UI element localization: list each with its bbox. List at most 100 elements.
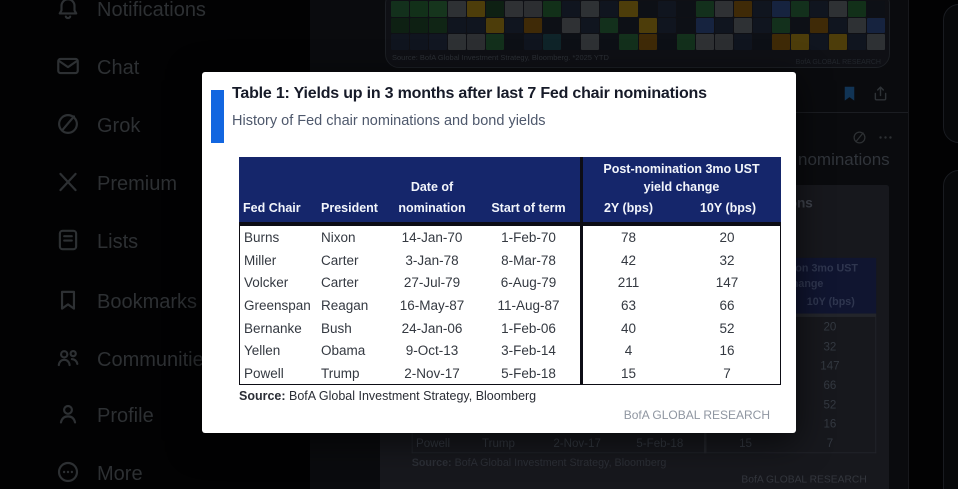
table-cell: 3-Jan-78 <box>405 252 459 268</box>
table-cell: 63 <box>620 297 637 313</box>
x-logo-icon <box>55 169 81 200</box>
bookmark-icon[interactable] <box>840 84 859 103</box>
heatmap-cell <box>695 17 714 34</box>
heatmap-cell <box>790 17 809 34</box>
heatmap-cell <box>676 1 695 17</box>
accent-bar <box>211 90 224 143</box>
reply-header-actions <box>851 129 894 151</box>
table-cell: 15 <box>620 365 637 381</box>
column-header-date-of: Date of <box>410 180 454 194</box>
sidebar-item-bookmarks[interactable]: Bookmarks <box>55 287 197 318</box>
table-cell: 42 <box>620 252 637 268</box>
table-subtitle: History of Fed chair nominations and bon… <box>232 113 546 129</box>
table-cell: 9-Oct-13 <box>405 343 459 359</box>
column-header: 10Y (bps) <box>699 201 757 215</box>
sidebar-item-label: Profile <box>97 405 154 427</box>
heatmap-source-text: Source: BofA Global Investment Strategy,… <box>392 53 609 62</box>
heatmap-cell <box>714 1 733 17</box>
heatmap-cell <box>391 1 410 17</box>
table-cell: Yellen <box>244 343 281 359</box>
heatmap-cell <box>467 1 486 17</box>
source-text: BofA Global Investment Strategy, Bloombe… <box>285 389 537 403</box>
table-row: Yellen Obama 9-Oct-13 3-Feb-14 4 16 <box>240 339 780 362</box>
heatmap-cell <box>467 34 486 50</box>
heatmap-cell <box>676 17 695 34</box>
share-icon[interactable] <box>871 84 890 103</box>
table-cell: 14-Jan-70 <box>401 229 463 245</box>
table-cell: Powell <box>415 436 451 450</box>
right-sidebar-card <box>943 4 958 143</box>
table-row: Burns Nixon 14-Jan-70 1-Feb-70 78 20 <box>240 226 780 249</box>
heatmap-cell <box>638 34 657 50</box>
sidebar-item-label: Notifications <box>97 0 206 21</box>
more-icon <box>55 459 81 489</box>
heatmap-cell <box>524 1 543 17</box>
heatmap-cell <box>771 34 790 50</box>
column-header: 10Y (bps) <box>806 295 855 308</box>
heatmap-cell <box>581 1 600 17</box>
table-cell: 3-Feb-14 <box>501 343 556 359</box>
bookmark-icon <box>55 287 81 318</box>
heatmap-cell <box>752 17 771 34</box>
table-cell: 32 <box>823 339 837 353</box>
heatmap-cell <box>638 1 657 17</box>
sidebar-item-label: Lists <box>97 231 139 253</box>
table-cell: 27-Jul-79 <box>403 275 461 291</box>
heatmap-cell <box>828 1 847 17</box>
heatmap-cell <box>562 34 581 50</box>
heatmap-cell <box>733 34 752 50</box>
heatmap-cell <box>410 34 429 50</box>
table-cell: Trump <box>481 436 515 450</box>
heatmap-cell <box>543 17 562 34</box>
heatmap-cell <box>733 1 752 17</box>
sidebar-item-notifications[interactable]: Notifications <box>55 0 206 26</box>
table-cell: 2-Nov-17 <box>404 365 460 381</box>
sidebar-item-premium[interactable]: Premium <box>55 169 177 200</box>
column-header: President <box>321 201 378 215</box>
table-cell: 78 <box>620 229 637 245</box>
heatmap-tweet-image[interactable]: Source: BofA Global Investment Strategy,… <box>385 0 890 68</box>
grok-icon[interactable] <box>851 129 868 151</box>
communities-icon <box>55 345 81 376</box>
heatmap-cell <box>657 17 676 34</box>
heatmap-cell <box>581 34 600 50</box>
table-row: Miller Carter 3-Jan-78 8-Mar-78 42 32 <box>240 249 780 272</box>
table-cell: 11-Aug-87 <box>497 297 560 313</box>
header-rule <box>239 222 781 226</box>
heatmap-cell <box>505 17 524 34</box>
table-cell: 66 <box>823 378 837 392</box>
table-cell: 6-Aug-79 <box>500 275 557 291</box>
heatmap-cell <box>467 17 486 34</box>
heatmap-cell <box>486 17 505 34</box>
table-cell: Carter <box>321 275 359 291</box>
column-divider <box>908 0 909 489</box>
table-lightbox-image[interactable]: Table 1: Yields up in 3 months after las… <box>202 72 796 433</box>
heatmap-cell <box>657 1 676 17</box>
heatmap-cell <box>619 34 638 50</box>
fed-chair-table: Post-nomination 3mo UST yield change Dat… <box>239 157 781 385</box>
sidebar-item-grok[interactable]: Grok <box>55 111 140 142</box>
heatmap-cell <box>847 34 866 50</box>
more-icon[interactable] <box>877 129 894 151</box>
group-header-line2: yield change <box>643 180 720 194</box>
sidebar-item-profile[interactable]: Profile <box>55 401 154 432</box>
table-cell: 24-Jan-06 <box>401 320 463 336</box>
sidebar-item-chat[interactable]: Chat <box>55 53 139 84</box>
sidebar-item-more[interactable]: More <box>55 459 143 489</box>
source-line: Source: BofA Global Investment Strategy,… <box>239 389 536 403</box>
heatmap-cell <box>562 1 581 17</box>
sidebar-item-label: Bookmarks <box>97 291 198 313</box>
sidebar-item-lists[interactable]: Lists <box>55 227 138 258</box>
heatmap-cell <box>733 17 752 34</box>
table-cell: 4 <box>624 343 633 359</box>
table-header: Post-nomination 3mo UST yield change Dat… <box>239 157 781 222</box>
heatmap-cell <box>676 34 695 50</box>
sidebar-item-label: Chat <box>97 57 140 79</box>
heatmap-cell <box>619 1 638 17</box>
heatmap-cell <box>714 34 733 50</box>
source-text: BofA Global Investment Strategy, Bloombe… <box>451 456 667 469</box>
heatmap-cell <box>448 17 467 34</box>
sidebar-item-communities[interactable]: Communities <box>55 345 214 376</box>
heatmap-cell <box>562 17 581 34</box>
heatmap-cell <box>714 17 733 34</box>
